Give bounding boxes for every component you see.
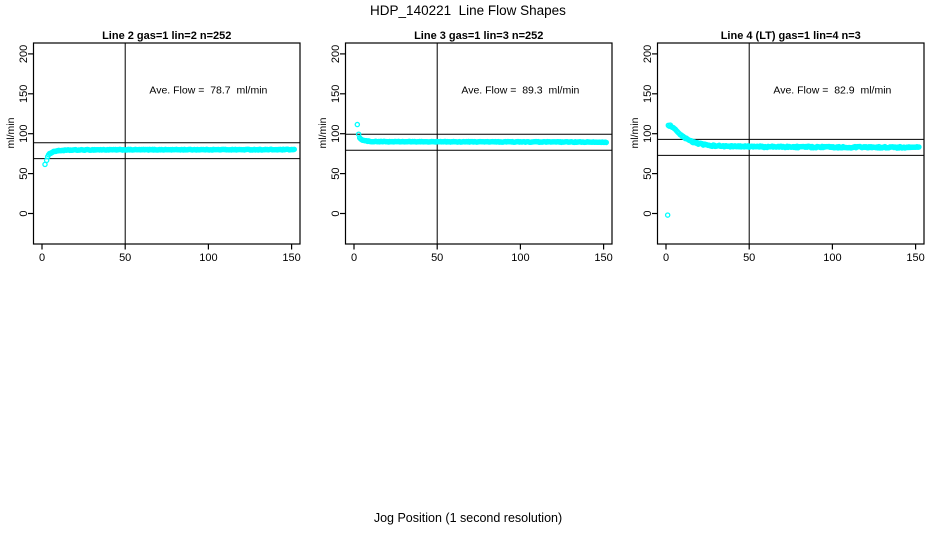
panel-plot: Line 3 gas=1 lin=3 n=252 0 50 100 150 0 50 100 1… (317, 30, 613, 264)
annotation-ave-flow: Ave. Flow = 82.9 ml/min (773, 84, 891, 96)
x-tick-label: 0 (663, 252, 669, 264)
annotation-ave-flow: Ave. Flow = 78.7 ml/min (149, 84, 267, 96)
plot-box (32, 42, 301, 245)
x-tick-label: 150 (282, 252, 300, 264)
panel-3: Line 4 (LT) gas=1 lin=4 n=3 0 50 100 150 0 50 1… (624, 0, 936, 280)
panel-plot: Line 4 (LT) gas=1 lin=4 n=3 0 50 100 150 0 50 1… (629, 30, 925, 264)
y-axis-unit-label: ml/min (317, 117, 329, 148)
x-tick-label: 50 (431, 252, 443, 264)
outlier-point (42, 161, 48, 168)
y-tick-label: 100 (330, 125, 342, 143)
x-tick-label: 150 (906, 252, 924, 264)
panel-plot: Line 2 gas=1 lin=2 n=252 0 50 100 150 0 50 100 1… (5, 30, 301, 264)
x-tick-label: 150 (594, 252, 612, 264)
x-axis-label: Jog Position (1 second resolution) (373, 511, 563, 525)
y-tick-label: 200 (330, 45, 342, 63)
y-tick-label: 0 (330, 210, 342, 216)
annotation-ave-flow: Ave. Flow = 89.3 ml/min (461, 84, 579, 96)
data-point (291, 146, 298, 153)
x-tick-label: 0 (351, 252, 357, 264)
panel-title: Line 4 (LT) gas=1 lin=4 n=3 (721, 30, 861, 42)
plot-box (344, 42, 613, 245)
panel-title: Line 3 gas=1 lin=3 n=252 (414, 30, 543, 42)
panel-2: Line 3 gas=1 lin=3 n=252 0 50 100 150 0 50 100 1… (312, 0, 624, 280)
y-tick-label: 100 (18, 125, 30, 143)
outlier-point (354, 121, 361, 128)
y-tick-label: 50 (330, 167, 342, 179)
y-tick-label: 50 (18, 167, 30, 179)
y-tick-label: 100 (642, 125, 654, 143)
y-tick-label: 200 (642, 45, 654, 63)
x-tick-label: 50 (743, 252, 755, 264)
x-tick-label: 0 (39, 252, 45, 264)
y-tick-label: 150 (18, 85, 30, 103)
plot-box (656, 42, 925, 245)
x-tick-label: 100 (199, 252, 217, 264)
y-tick-label: 50 (642, 167, 654, 179)
panel-title: Line 2 gas=1 lin=2 n=252 (102, 30, 231, 42)
data-point (603, 139, 610, 146)
y-tick-label: 0 (642, 210, 654, 216)
y-axis-unit-label: ml/min (629, 117, 641, 148)
x-tick-label: 100 (511, 252, 529, 264)
figure-title: HDP_140221 Line Flow Shapes (370, 3, 566, 18)
data-point (916, 144, 922, 150)
y-tick-label: 200 (18, 45, 30, 63)
y-tick-label: 0 (18, 210, 30, 216)
outlier-point (664, 212, 671, 218)
x-tick-label: 50 (119, 252, 131, 264)
y-axis-unit-label: ml/min (5, 117, 17, 148)
panel-1: Line 2 gas=1 lin=2 n=252 0 50 100 150 0 50 100 1… (0, 0, 312, 280)
y-tick-label: 150 (642, 85, 654, 103)
x-tick-label: 100 (823, 252, 841, 264)
y-tick-label: 150 (330, 85, 342, 103)
